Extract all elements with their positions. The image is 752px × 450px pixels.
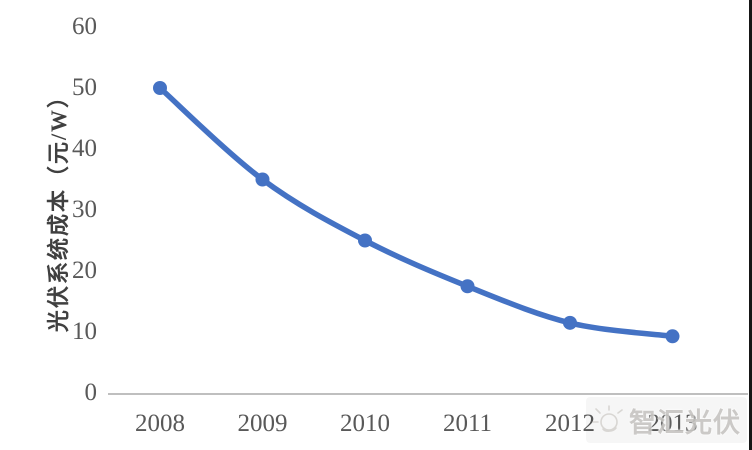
watermark-text: 智汇光伏 <box>629 407 741 438</box>
series-line <box>157 85 676 340</box>
y-tick-label: 60 <box>72 13 97 40</box>
x-tick-label: 2009 <box>237 410 288 437</box>
y-tick-label: 40 <box>72 135 97 162</box>
y-tick-label: 0 <box>84 379 98 406</box>
sun-logo-icon <box>592 405 623 432</box>
x-tick-label: 2013 <box>647 410 698 437</box>
x-tick-label: 2010 <box>340 410 390 437</box>
data-point-marker <box>153 81 167 95</box>
watermark-badge: 智汇光伏 <box>586 397 747 443</box>
y-tick-label: 10 <box>72 318 97 345</box>
y-tick-label: 20 <box>72 257 97 284</box>
y-tick-label: 30 <box>72 196 97 223</box>
data-point-marker <box>460 279 475 294</box>
data-point-marker <box>255 172 270 187</box>
screenshot-right-border <box>749 0 752 450</box>
y-tick-label: 50 <box>72 74 97 101</box>
x-tick-label: 2012 <box>545 410 595 437</box>
x-tick-label: 2011 <box>442 410 493 437</box>
data-point-marker <box>358 233 372 248</box>
x-tick-label: 2008 <box>135 410 185 437</box>
data-point-marker <box>563 315 577 330</box>
data-point-marker <box>665 329 680 344</box>
